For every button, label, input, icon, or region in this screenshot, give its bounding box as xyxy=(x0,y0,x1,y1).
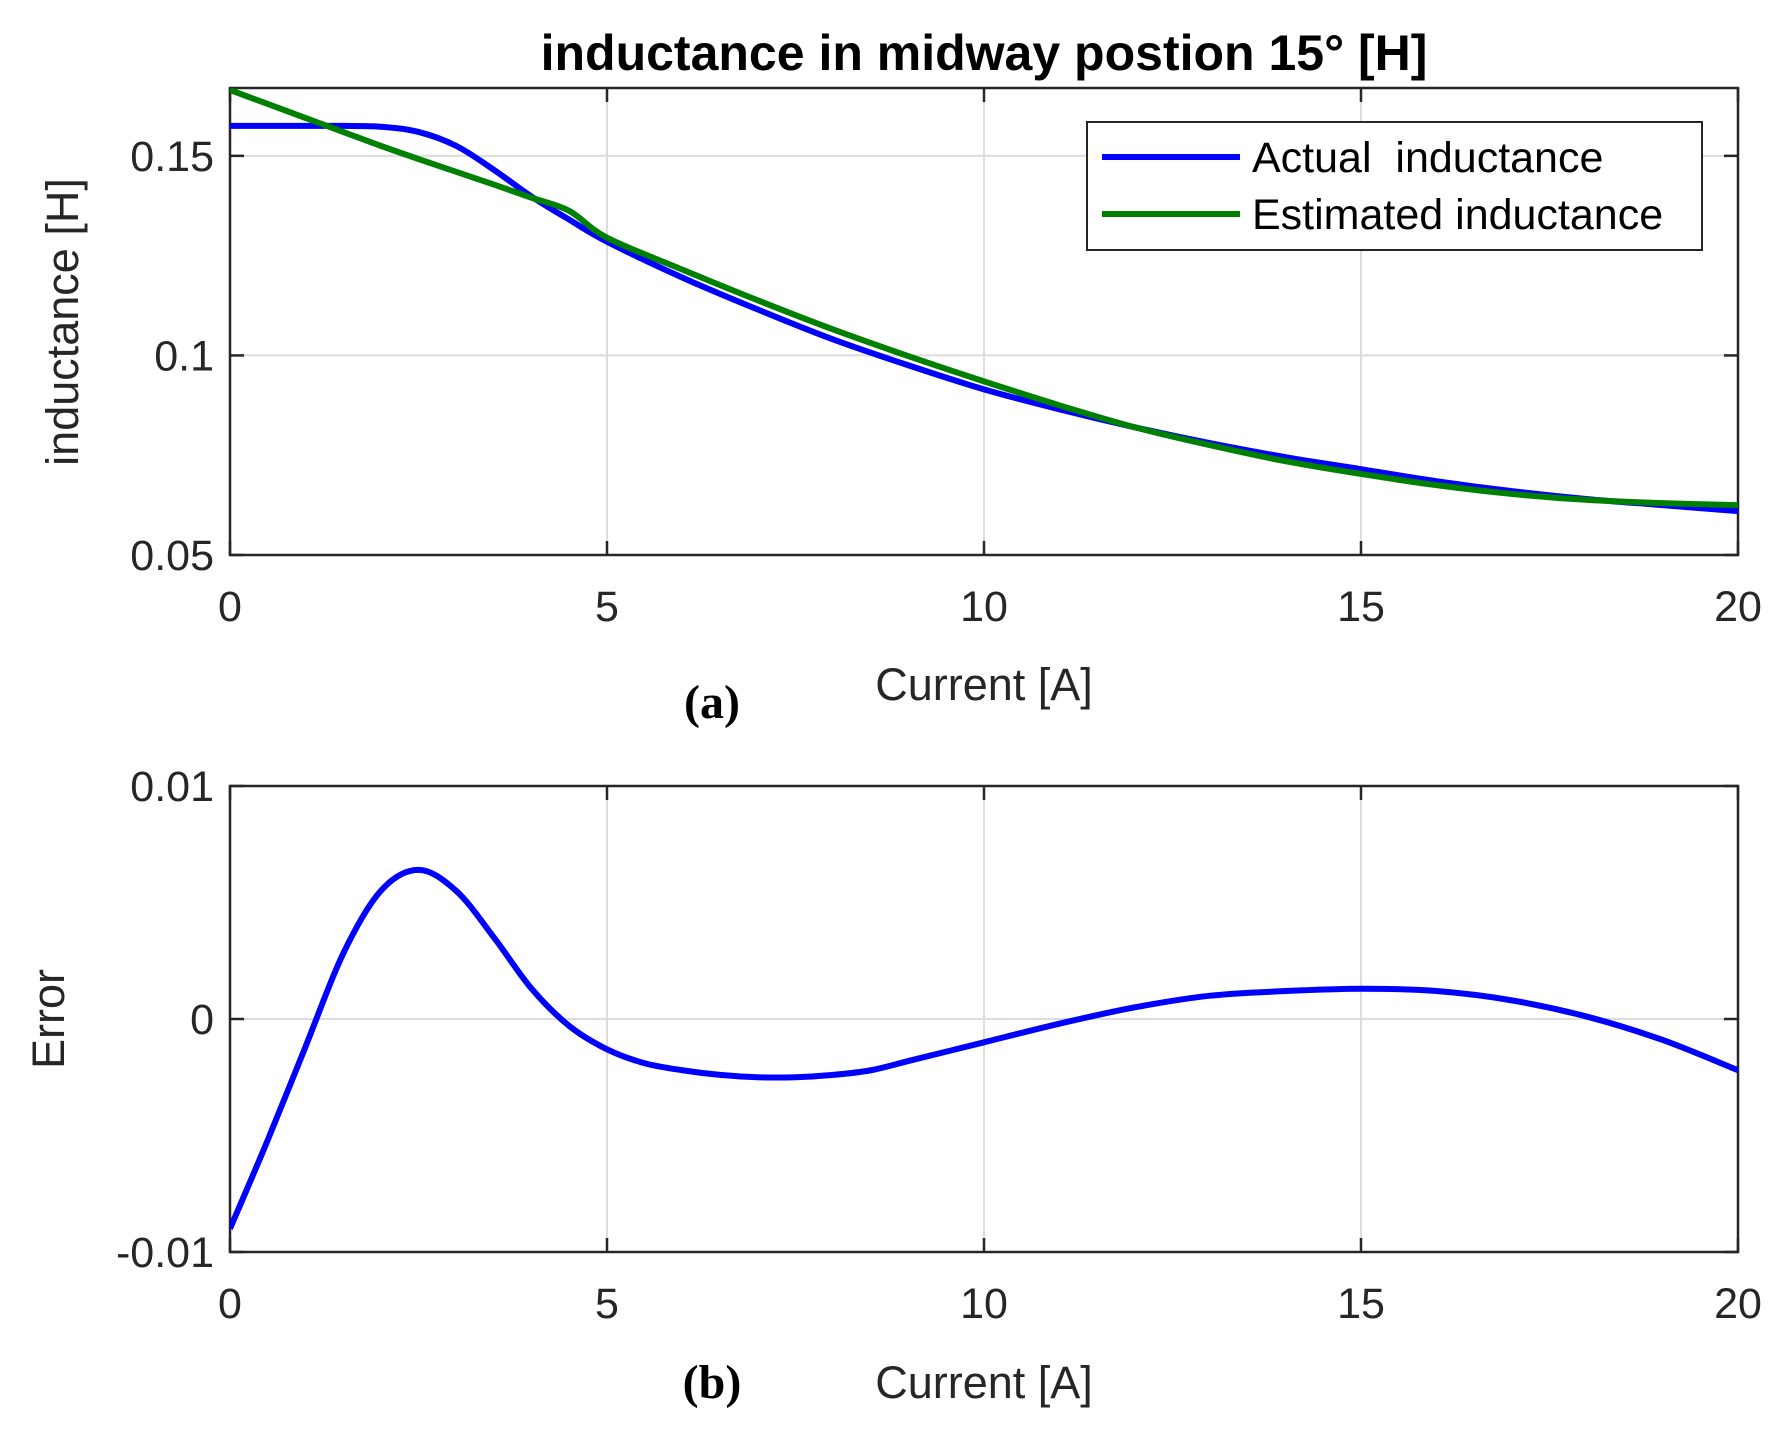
panel-a-ticks: 0 5 10 15 20 0.05 0.1 0.15 xyxy=(130,88,1762,631)
legend-label-actual-inductance: Actual inductance xyxy=(1252,134,1603,182)
x-tick-label: 20 xyxy=(1714,583,1762,631)
series-line-error xyxy=(230,866,1738,1230)
x-tick-label: 15 xyxy=(1337,583,1385,631)
panel-a-series xyxy=(230,88,1738,515)
x-tick-label: 5 xyxy=(595,1280,619,1328)
x-tick-label: 10 xyxy=(960,1280,1008,1328)
x-tick-label: 5 xyxy=(595,583,619,631)
x-tick-label: 0 xyxy=(218,583,242,631)
panel-b-x-axis-label: Current [A] xyxy=(875,1357,1093,1408)
panel-b-y-axis-label: Error xyxy=(23,969,74,1069)
legend: Actual inductance Estimated inductance xyxy=(1086,121,1703,251)
panel-b-grid xyxy=(229,785,1739,1253)
x-tick-label: 10 xyxy=(960,583,1008,631)
panel-b-series xyxy=(230,866,1738,1230)
panel-a-chart: 0 5 10 15 20 0.05 0.1 0.15 inductance in midway… xyxy=(37,25,1762,729)
legend-box xyxy=(1086,121,1703,251)
series-line-estimated-inductance xyxy=(230,88,1738,509)
legend-label-estimated-inductance: Estimated inductance xyxy=(1252,191,1663,239)
y-tick-label: 0.05 xyxy=(130,532,214,580)
y-tick-label: -0.01 xyxy=(116,1229,214,1277)
y-tick-label: 0.1 xyxy=(154,332,214,380)
y-tick-label: 0.01 xyxy=(130,763,214,811)
panel-b-label: (b) xyxy=(683,1356,742,1409)
x-tick-label: 20 xyxy=(1714,1280,1762,1328)
y-tick-label: 0.15 xyxy=(130,133,214,181)
chart-title: inductance in midway postion 15° [H] xyxy=(541,25,1428,81)
x-tick-label: 0 xyxy=(218,1280,242,1328)
panel-a-label: (a) xyxy=(684,676,740,729)
panel-a-x-axis-label: Current [A] xyxy=(875,659,1093,710)
y-tick-label: 0 xyxy=(190,996,214,1044)
panel-a-y-axis-label: inductance [H] xyxy=(37,178,88,466)
x-tick-label: 15 xyxy=(1337,1280,1385,1328)
series-line-actual-inductance xyxy=(230,122,1738,515)
